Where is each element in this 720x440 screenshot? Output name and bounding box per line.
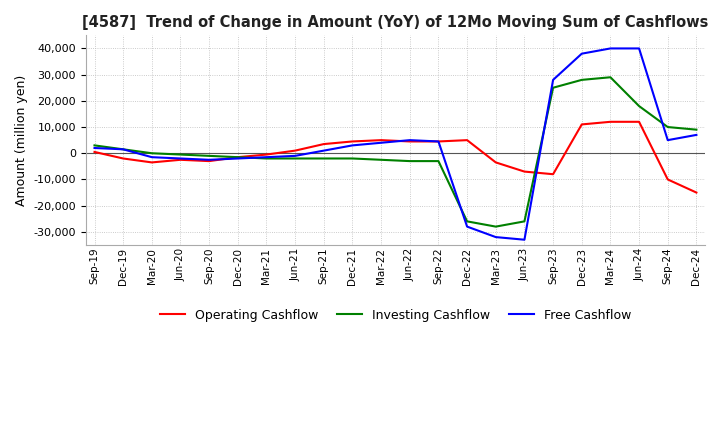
Operating Cashflow <box>204 158 213 164</box>
Operating Cashflow <box>320 141 328 147</box>
Line: Investing Cashflow: Investing Cashflow <box>94 77 696 227</box>
Operating Cashflow <box>405 139 414 144</box>
Operating Cashflow <box>434 139 443 144</box>
Operating Cashflow <box>377 138 385 143</box>
Operating Cashflow <box>348 139 357 144</box>
Operating Cashflow <box>119 156 127 161</box>
Investing Cashflow <box>492 224 500 229</box>
Free Cashflow <box>262 154 271 160</box>
Free Cashflow <box>119 147 127 152</box>
Title: [4587]  Trend of Change in Amount (YoY) of 12Mo Moving Sum of Cashflows: [4587] Trend of Change in Amount (YoY) o… <box>82 15 708 30</box>
Free Cashflow <box>204 157 213 162</box>
Y-axis label: Amount (million yen): Amount (million yen) <box>15 74 28 206</box>
Free Cashflow <box>348 143 357 148</box>
Operating Cashflow <box>663 177 672 182</box>
Investing Cashflow <box>176 152 185 157</box>
Free Cashflow <box>405 138 414 143</box>
Free Cashflow <box>692 132 701 138</box>
Investing Cashflow <box>692 127 701 132</box>
Free Cashflow <box>549 77 557 83</box>
Operating Cashflow <box>577 122 586 127</box>
Free Cashflow <box>492 235 500 240</box>
Free Cashflow <box>320 148 328 153</box>
Operating Cashflow <box>291 148 300 153</box>
Free Cashflow <box>148 154 156 160</box>
Free Cashflow <box>520 237 528 242</box>
Operating Cashflow <box>692 190 701 195</box>
Investing Cashflow <box>148 150 156 156</box>
Investing Cashflow <box>377 157 385 162</box>
Investing Cashflow <box>463 219 472 224</box>
Operating Cashflow <box>520 169 528 174</box>
Investing Cashflow <box>291 156 300 161</box>
Operating Cashflow <box>492 160 500 165</box>
Legend: Operating Cashflow, Investing Cashflow, Free Cashflow: Operating Cashflow, Investing Cashflow, … <box>155 304 636 327</box>
Investing Cashflow <box>90 143 99 148</box>
Operating Cashflow <box>463 138 472 143</box>
Investing Cashflow <box>577 77 586 83</box>
Operating Cashflow <box>635 119 644 125</box>
Investing Cashflow <box>233 154 242 160</box>
Investing Cashflow <box>119 147 127 152</box>
Free Cashflow <box>577 51 586 56</box>
Investing Cashflow <box>549 85 557 90</box>
Free Cashflow <box>663 138 672 143</box>
Free Cashflow <box>233 156 242 161</box>
Investing Cashflow <box>348 156 357 161</box>
Free Cashflow <box>377 140 385 145</box>
Operating Cashflow <box>233 154 242 160</box>
Investing Cashflow <box>606 75 615 80</box>
Operating Cashflow <box>549 172 557 177</box>
Investing Cashflow <box>635 103 644 109</box>
Free Cashflow <box>90 145 99 150</box>
Operating Cashflow <box>90 149 99 154</box>
Investing Cashflow <box>434 158 443 164</box>
Free Cashflow <box>434 139 443 144</box>
Investing Cashflow <box>204 153 213 158</box>
Line: Free Cashflow: Free Cashflow <box>94 48 696 240</box>
Operating Cashflow <box>148 160 156 165</box>
Investing Cashflow <box>262 156 271 161</box>
Free Cashflow <box>291 153 300 158</box>
Line: Operating Cashflow: Operating Cashflow <box>94 122 696 193</box>
Operating Cashflow <box>262 152 271 157</box>
Investing Cashflow <box>320 156 328 161</box>
Free Cashflow <box>635 46 644 51</box>
Operating Cashflow <box>176 157 185 162</box>
Investing Cashflow <box>663 125 672 130</box>
Free Cashflow <box>176 156 185 161</box>
Free Cashflow <box>463 224 472 229</box>
Free Cashflow <box>606 46 615 51</box>
Operating Cashflow <box>606 119 615 125</box>
Investing Cashflow <box>405 158 414 164</box>
Investing Cashflow <box>520 219 528 224</box>
